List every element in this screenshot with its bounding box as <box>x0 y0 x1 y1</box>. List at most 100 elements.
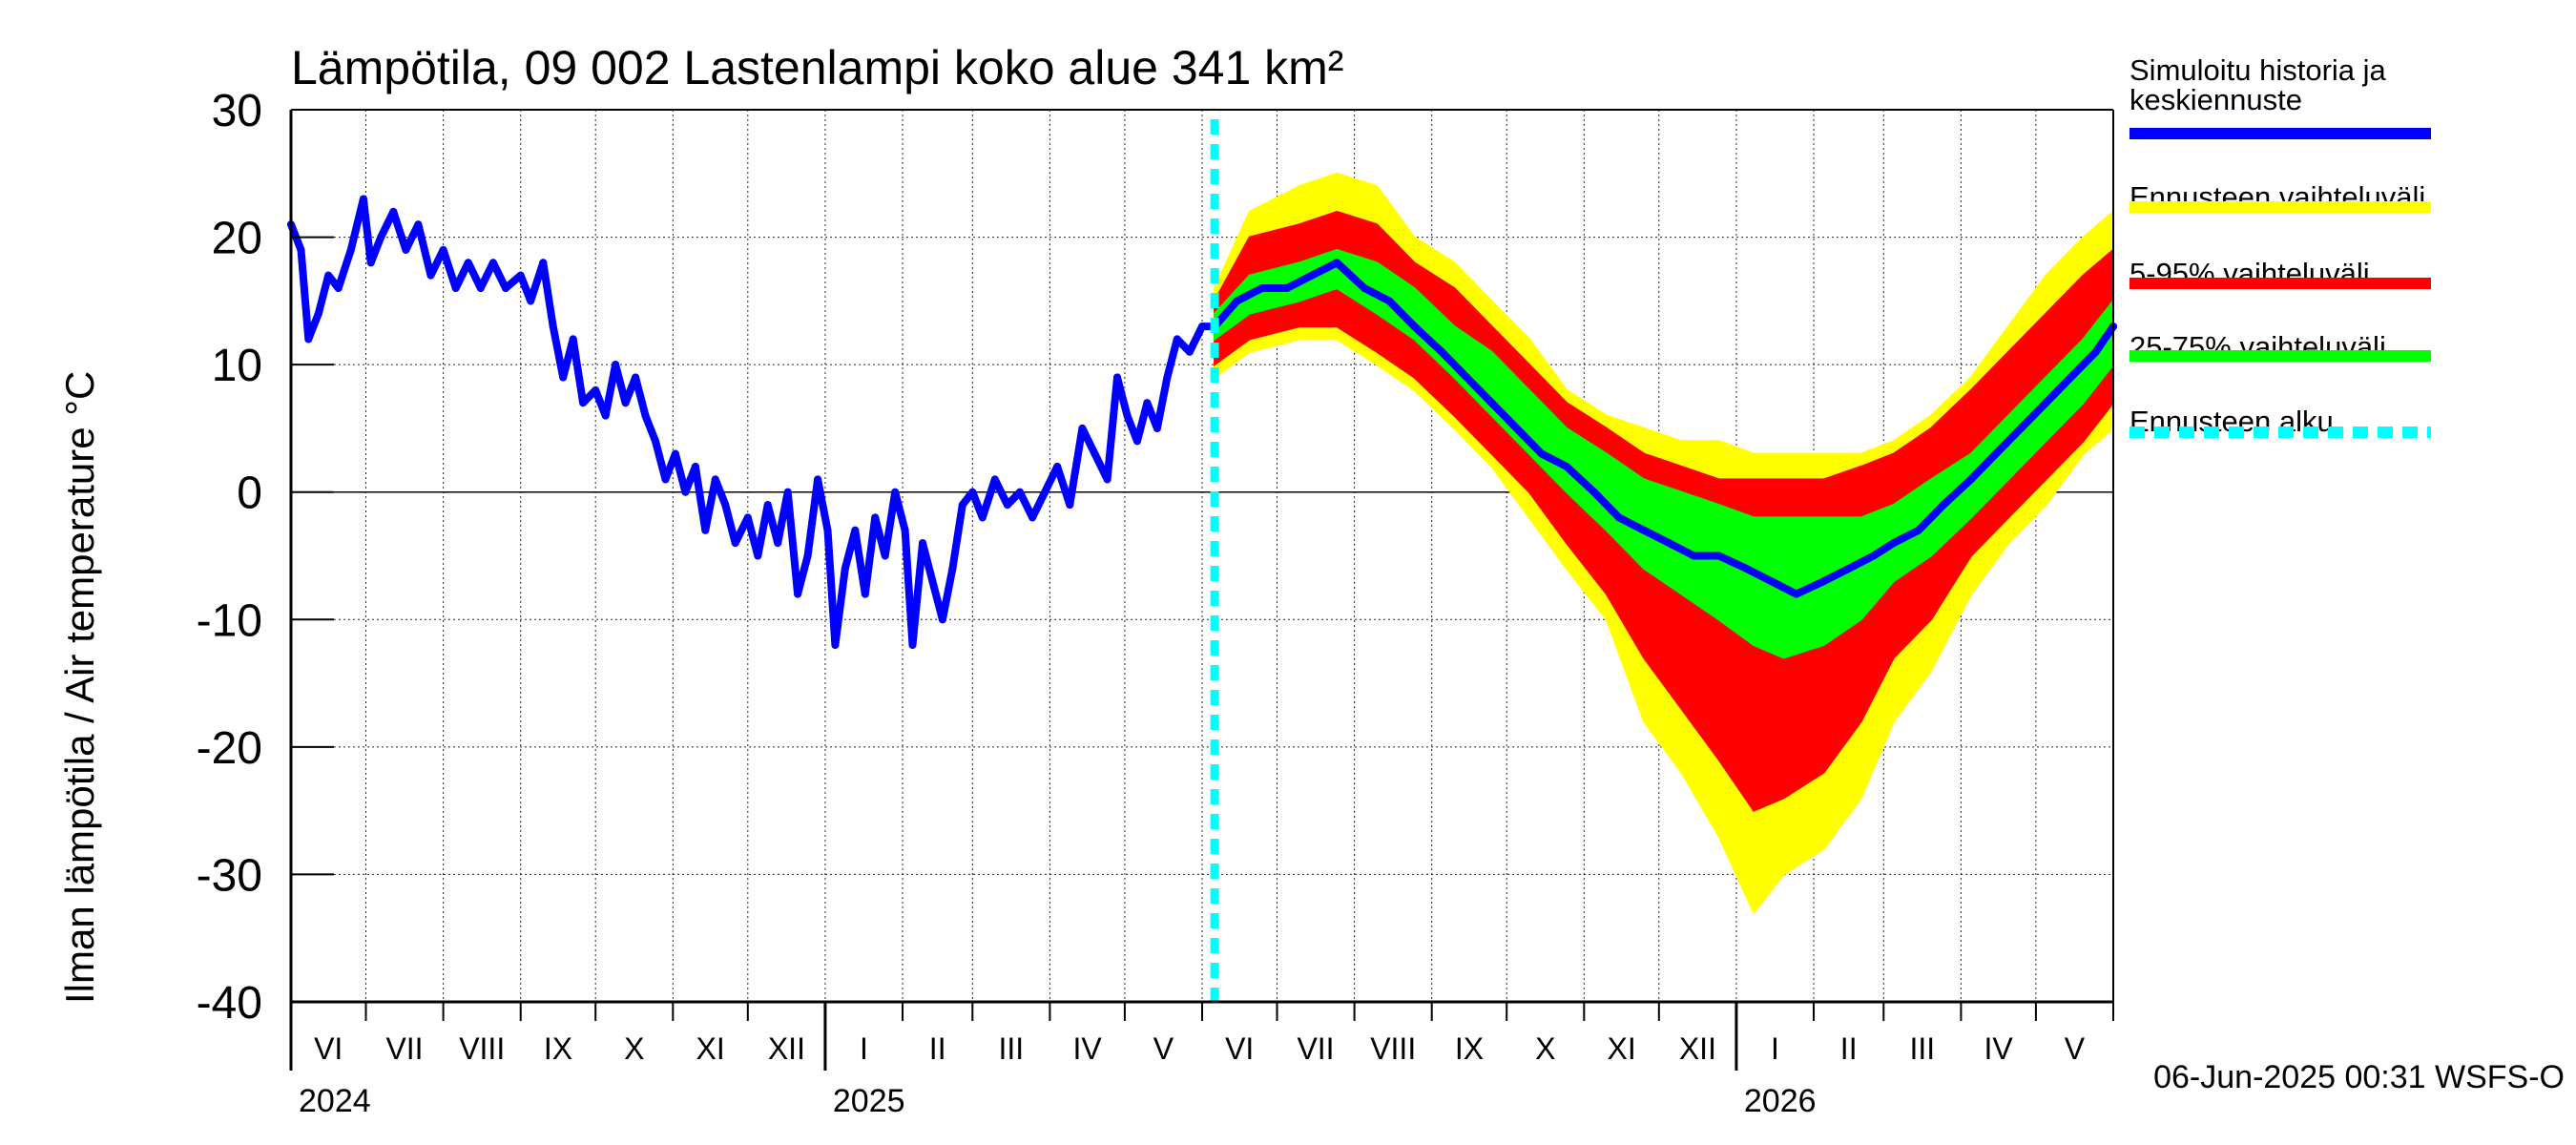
month-label: IX <box>544 1031 572 1066</box>
data-point <box>2067 373 2075 382</box>
chart-title: Lämpötila, 09 002 Lastenlampi koko alue … <box>291 41 1343 94</box>
data-point <box>1283 284 1291 292</box>
data-point <box>304 335 313 344</box>
data-point <box>377 233 385 241</box>
data-point <box>661 475 670 484</box>
data-point <box>1792 590 1800 598</box>
data-point <box>754 552 762 560</box>
data-point <box>451 284 460 292</box>
month-label: II <box>929 1031 946 1066</box>
data-point <box>641 411 650 420</box>
data-point <box>1078 424 1087 432</box>
data-point <box>968 488 977 496</box>
month-label: VII <box>1297 1031 1334 1066</box>
data-point <box>851 526 860 534</box>
y-tick-label: -20 <box>197 723 262 774</box>
month-label: III <box>1909 1031 1935 1066</box>
data-point <box>539 259 548 267</box>
data-point <box>1133 437 1141 446</box>
data-point <box>803 552 812 560</box>
data-point <box>1614 513 1623 522</box>
data-point <box>831 641 840 649</box>
year-label: 2024 <box>299 1083 371 1119</box>
data-point <box>1308 271 1317 280</box>
data-point <box>794 590 802 598</box>
data-point <box>1742 564 1751 572</box>
month-label: XI <box>696 1031 724 1066</box>
data-point <box>439 245 447 254</box>
data-point <box>1438 347 1446 356</box>
data-point <box>1103 475 1111 484</box>
month-label: IX <box>1455 1031 1484 1066</box>
data-point <box>621 399 630 407</box>
data-point <box>592 385 600 394</box>
data-point <box>938 615 946 624</box>
month-label: V <box>2065 1031 2086 1066</box>
data-point <box>958 501 966 510</box>
data-point <box>861 590 869 598</box>
data-point <box>681 488 690 496</box>
data-point <box>731 539 739 548</box>
year-label: 2026 <box>1744 1083 1817 1119</box>
data-point <box>948 564 957 572</box>
data-point <box>632 373 640 382</box>
data-point <box>1767 577 1776 586</box>
data-point <box>841 564 849 572</box>
y-tick-label: 0 <box>237 468 262 519</box>
data-point <box>711 475 719 484</box>
month-label: V <box>1153 1031 1174 1066</box>
y-tick-label: -30 <box>197 850 262 901</box>
data-point <box>671 449 679 458</box>
legend: Simuloitu historia ja keskiennusteEnnuste… <box>2129 53 2431 438</box>
data-point <box>1889 539 1898 548</box>
data-point <box>1066 501 1074 510</box>
data-point <box>1966 475 1975 484</box>
month-label: I <box>860 1031 868 1066</box>
data-point <box>1163 373 1172 382</box>
data-point <box>901 526 909 534</box>
month-label: XI <box>1607 1031 1635 1066</box>
data-point <box>559 373 568 382</box>
data-point <box>1589 488 1598 496</box>
y-tick-label: 20 <box>212 214 262 264</box>
data-point <box>871 513 880 522</box>
data-point <box>1992 449 2000 458</box>
data-point <box>1016 488 1024 496</box>
data-point <box>1714 552 1723 560</box>
data-point <box>324 271 333 280</box>
data-point <box>1143 399 1152 407</box>
data-point <box>346 245 355 254</box>
data-point <box>2091 347 2100 356</box>
data-point <box>569 335 577 344</box>
data-point <box>464 259 472 267</box>
data-point <box>1410 323 1419 331</box>
data-point <box>1640 526 1649 534</box>
data-point <box>1053 463 1062 470</box>
data-point <box>1185 347 1194 356</box>
y-tick-labels: 30 20 10 0 -10 -20 -30 -40 <box>197 86 334 1029</box>
data-point <box>774 539 782 548</box>
data-point <box>366 259 375 267</box>
data-point <box>314 309 322 318</box>
y-tick-label: 10 <box>212 341 262 391</box>
data-point <box>476 284 485 292</box>
data-point <box>1512 424 1521 432</box>
data-point <box>1665 539 1673 548</box>
year-label: 2025 <box>833 1083 905 1119</box>
data-point <box>297 245 305 254</box>
data-point <box>1690 552 1698 560</box>
data-point <box>1113 373 1121 382</box>
data-point <box>1463 373 1471 382</box>
month-label: VI <box>314 1031 343 1066</box>
data-point <box>1091 449 1099 458</box>
month-label: IV <box>1984 1031 2013 1066</box>
series-lines <box>287 119 2117 1002</box>
footer-timestamp: 06-Jun-2025 00:31 WSFS-O <box>2153 1059 2565 1095</box>
data-point <box>334 284 343 292</box>
month-label: IV <box>1072 1031 1102 1066</box>
data-point <box>1233 297 1241 305</box>
month-label: VII <box>385 1031 423 1066</box>
month-label: X <box>624 1031 644 1066</box>
data-point <box>488 259 497 267</box>
